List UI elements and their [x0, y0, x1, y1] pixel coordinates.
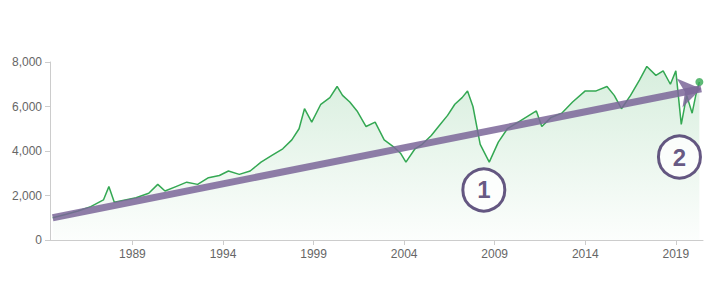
svg-text:1989: 1989 — [119, 247, 146, 261]
svg-text:6,000: 6,000 — [12, 100, 42, 114]
svg-text:2004: 2004 — [391, 247, 418, 261]
svg-text:1999: 1999 — [300, 247, 327, 261]
svg-text:4,000: 4,000 — [12, 144, 42, 158]
svg-text:2019: 2019 — [662, 247, 689, 261]
svg-text:1: 1 — [477, 176, 490, 203]
svg-text:2009: 2009 — [481, 247, 508, 261]
svg-text:2014: 2014 — [572, 247, 599, 261]
svg-text:0: 0 — [35, 233, 42, 247]
svg-text:2,000: 2,000 — [12, 189, 42, 203]
svg-text:1994: 1994 — [210, 247, 237, 261]
svg-text:2: 2 — [673, 144, 686, 171]
svg-text:8,000: 8,000 — [12, 55, 42, 69]
